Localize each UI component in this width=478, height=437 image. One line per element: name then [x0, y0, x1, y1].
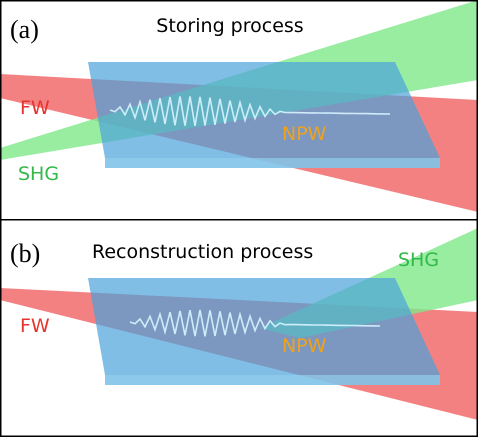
- panel-title: Storing process: [156, 15, 303, 37]
- slab-top: [88, 62, 440, 158]
- panel-title: Reconstruction process: [92, 241, 313, 263]
- fw-label: FW: [20, 315, 50, 337]
- shg-label: SHG: [398, 249, 439, 271]
- panel-b: (b) Reconstruction process SHG FW NPW: [0, 220, 478, 437]
- slab-side: [105, 158, 440, 168]
- shg-label: SHG: [18, 163, 59, 185]
- panel-label: (a): [10, 15, 39, 44]
- figure: (a) Storing process FW SHG NPW (b) Recon…: [0, 0, 478, 437]
- fw-label: FW: [20, 97, 50, 119]
- npw-label: NPW: [282, 335, 327, 357]
- npw-label: NPW: [282, 123, 327, 145]
- panel-label: (b): [10, 239, 40, 268]
- panel-a: (a) Storing process FW SHG NPW: [0, 0, 478, 220]
- slab-side: [105, 375, 440, 385]
